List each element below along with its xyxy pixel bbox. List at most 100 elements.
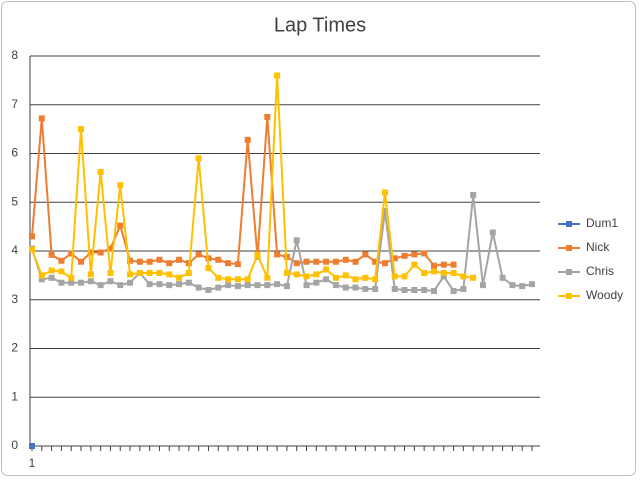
legend-label: Woody [586, 288, 623, 302]
data-point [97, 249, 104, 256]
data-point [117, 182, 124, 189]
data-point [176, 256, 183, 263]
legend-marker [566, 269, 572, 275]
y-tick-label: 1 [11, 389, 18, 403]
data-point [48, 267, 55, 274]
data-point [401, 273, 408, 280]
data-point [117, 222, 124, 229]
data-point [381, 260, 388, 267]
data-point [430, 287, 437, 294]
data-point [127, 271, 134, 278]
data-point [38, 272, 45, 279]
data-point [146, 258, 153, 265]
data-point [342, 256, 349, 263]
data-point [274, 281, 281, 288]
data-point [372, 258, 379, 265]
data-point [450, 287, 457, 294]
data-point [372, 286, 379, 293]
data-point [342, 272, 349, 279]
series-line [31, 194, 533, 293]
data-point [362, 251, 369, 258]
data-point [156, 281, 163, 288]
data-point [156, 256, 163, 263]
data-point [332, 274, 339, 281]
data-point [264, 113, 271, 120]
data-point [146, 281, 153, 288]
data-point [529, 281, 535, 288]
data-point [107, 278, 114, 285]
data-point [264, 282, 271, 289]
data-point [323, 258, 330, 265]
y-tick-label: 5 [11, 194, 18, 208]
data-point [195, 251, 202, 258]
data-point [48, 274, 55, 281]
data-point [234, 261, 241, 268]
data-point [225, 276, 232, 283]
data-point [303, 282, 310, 289]
data-point [68, 274, 75, 281]
data-point [97, 169, 104, 176]
data-point [68, 250, 75, 257]
data-point [127, 257, 134, 264]
data-point [332, 258, 339, 265]
data-point [430, 268, 437, 275]
data-point [440, 269, 447, 276]
data-point [499, 274, 506, 281]
data-point [450, 269, 457, 276]
data-point [87, 278, 94, 285]
legend-label: Nick [586, 240, 610, 254]
data-point [479, 282, 486, 289]
data-point [293, 237, 300, 244]
data-point [254, 282, 261, 289]
data-point [127, 279, 134, 286]
data-point [470, 274, 477, 281]
y-tick-label: 4 [11, 243, 18, 257]
data-point [225, 260, 232, 267]
legend-marker [566, 293, 572, 299]
data-point [156, 269, 163, 276]
data-point [391, 273, 398, 280]
data-point [48, 251, 55, 258]
data-point [107, 245, 114, 252]
data-point [391, 286, 398, 293]
data-point [38, 276, 45, 283]
data-point [450, 261, 457, 268]
data-point [391, 255, 398, 262]
data-point [460, 286, 467, 293]
data-point [519, 283, 526, 290]
data-point [293, 260, 300, 267]
data-point [313, 279, 320, 286]
data-point [430, 262, 437, 269]
data-point [421, 250, 428, 257]
data-point [381, 189, 388, 196]
data-point [176, 274, 183, 281]
data-point [411, 251, 418, 258]
chart-title: Lap Times [274, 14, 366, 36]
y-tick-label: 3 [11, 292, 18, 306]
data-point [78, 258, 85, 265]
data-point [29, 246, 35, 253]
data-point [362, 274, 369, 281]
data-point [411, 287, 418, 293]
data-point [117, 282, 124, 289]
data-point [166, 260, 173, 267]
data-point [176, 281, 183, 288]
data-point [372, 276, 379, 283]
data-point [421, 287, 428, 293]
data-point [470, 191, 477, 198]
data-point [58, 257, 65, 264]
data-point [195, 284, 202, 291]
data-point [146, 269, 153, 276]
legend-label: Dum1 [586, 216, 618, 230]
data-point [332, 282, 339, 289]
data-point [185, 279, 192, 286]
data-point [421, 269, 428, 276]
data-point [440, 273, 447, 280]
data-point [97, 282, 104, 289]
data-point [352, 284, 359, 291]
y-tick-label: 6 [11, 146, 18, 160]
data-point [234, 283, 241, 290]
data-point [323, 266, 330, 273]
data-point [87, 249, 94, 256]
